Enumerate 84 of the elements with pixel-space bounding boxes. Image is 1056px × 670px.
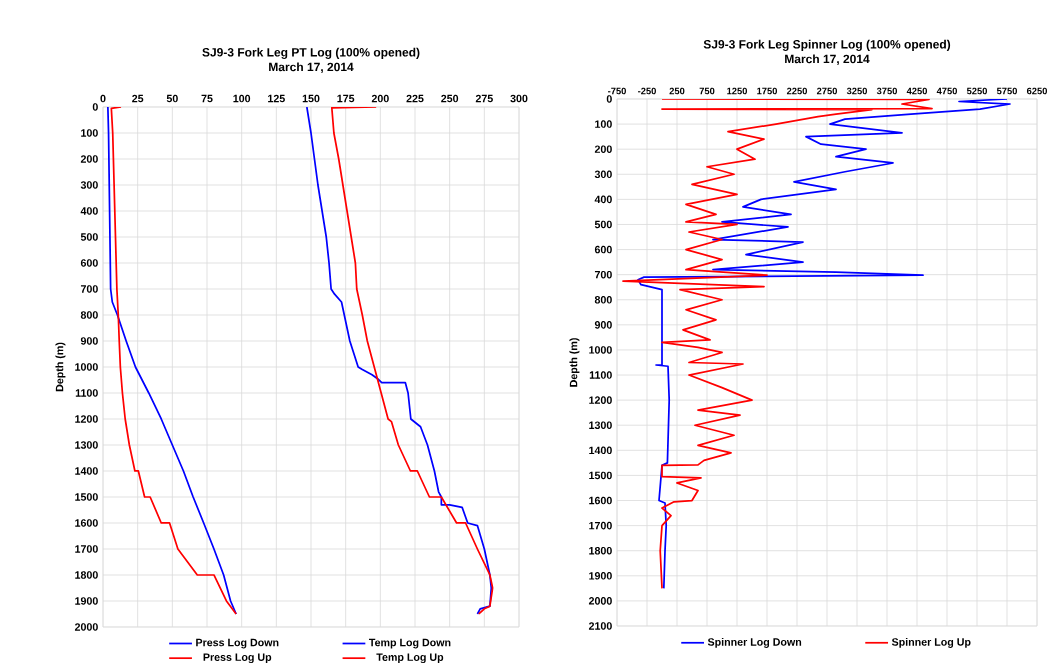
y-tick-label: 400 [594,195,612,204]
y-tick-label: 1300 [75,441,98,449]
legend-label: Press Log Down [196,638,279,649]
y-tick-label: 700 [80,285,98,293]
y-tick-label: 1600 [75,519,98,527]
chart-title: SJ9-3 Fork Leg PT Log (100% opened) [202,47,420,59]
y-tick-label: 400 [80,207,98,215]
x-tick-label: 0 [100,94,106,103]
y-tick-label: 600 [594,245,612,254]
x-tick-label: 250 [441,94,459,103]
x-tick-label: 100 [233,94,251,103]
chart-subtitle: March 17, 2014 [785,54,870,65]
x-tick-label: 250 [669,87,685,95]
x-tick-label: 4250 [906,87,927,95]
x-tick-label: 150 [302,94,320,103]
y-tick-label: 1800 [589,546,612,555]
y-tick-label: 500 [594,220,612,229]
y-tick-label: 800 [594,295,612,304]
y-tick-label: 1500 [589,471,612,480]
legend-label: Spinner Log Down [707,637,802,648]
line-series [637,98,1011,590]
legend-label: Spinner Log Up [891,637,971,648]
y-tick-label: 1600 [589,496,612,505]
y-tick-label: 700 [594,270,612,279]
y-tick-label: 300 [80,181,98,189]
x-tick-label: 75 [201,94,213,103]
y-tick-label: 1700 [75,545,98,553]
legend-label: Press Log Up [203,653,272,664]
y-tick-label: 1300 [589,421,612,430]
x-tick-label: 225 [406,94,424,103]
y-axis-title: Depth (m) [569,338,580,387]
x-tick-label: 25 [132,94,144,103]
y-tick-label: 100 [81,129,98,137]
x-tick-label: 6250 [1026,87,1047,95]
line-series [622,98,933,590]
y-tick-label: 0 [92,103,98,111]
x-tick-label: 300 [510,94,528,103]
legend-label: Temp Log Up [376,653,444,664]
y-tick-label: 1400 [75,467,98,475]
y-tick-label: 100 [595,120,612,128]
x-tick-label: -250 [638,87,656,95]
y-tick-label: 1800 [75,571,98,579]
x-tick-label: 750 [699,87,715,95]
y-tick-label: 600 [80,259,98,267]
x-tick-label: 125 [268,94,285,103]
y-tick-label: 1200 [589,396,612,404]
x-tick-label: 2250 [786,87,807,95]
x-tick-label: -750 [608,87,626,95]
y-tick-label: 1100 [589,371,612,379]
y-tick-label: 200 [80,155,98,163]
x-tick-label: 3250 [846,87,867,95]
y-axis-title: Depth (m) [55,342,66,392]
y-tick-label: 1900 [75,597,98,605]
chart-subtitle: March 17, 2014 [269,62,354,73]
y-tick-label: 900 [594,321,612,329]
y-tick-label: 300 [594,170,612,179]
y-tick-label: 1100 [75,389,98,397]
y-tick-label: 1400 [589,446,612,455]
y-tick-label: 500 [80,233,98,241]
y-tick-label: 800 [80,311,98,319]
y-tick-label: 1200 [75,415,98,423]
x-tick-label: 50 [166,94,178,103]
y-tick-label: 1000 [75,363,98,371]
x-tick-label: 3750 [876,87,897,95]
x-tick-label: 2750 [816,87,837,95]
x-tick-label: 1250 [727,87,747,95]
y-tick-label: 1900 [589,572,612,580]
y-tick-label: 2000 [74,623,98,631]
x-tick-label: 175 [337,94,355,103]
y-tick-label: 900 [80,337,98,345]
x-tick-label: 200 [371,94,389,103]
x-tick-label: 5750 [996,87,1017,95]
y-tick-label: 1000 [589,346,612,354]
y-tick-label: 200 [594,145,612,153]
x-tick-label: 275 [475,94,493,103]
x-tick-label: 5250 [966,87,987,95]
y-tick-label: 1700 [589,521,612,530]
x-tick-label: 1750 [757,87,777,95]
legend-label: Temp Log Down [368,638,451,649]
x-tick-label: 4750 [936,87,957,95]
y-tick-label: 2100 [588,622,612,630]
chart-title: SJ9-3 Fork Leg Spinner Log (100% opened) [703,39,951,51]
y-tick-label: 2000 [588,597,612,605]
y-tick-label: 1500 [75,493,98,501]
